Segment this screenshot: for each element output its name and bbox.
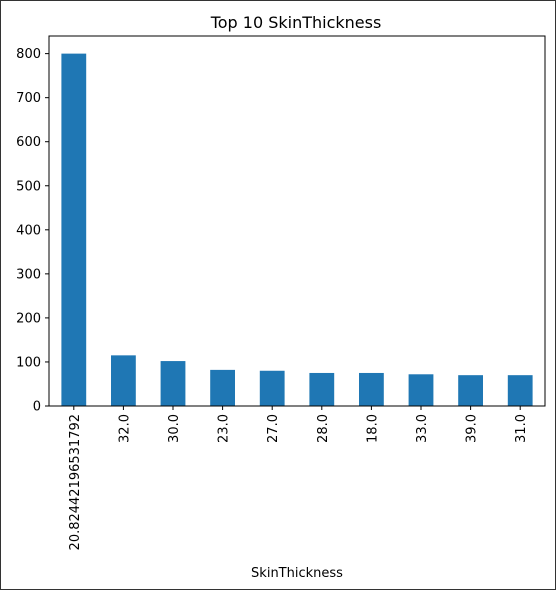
bar-2 [160, 361, 186, 406]
y-tick-label-4: 400 [16, 223, 41, 238]
bar-8 [458, 375, 483, 406]
y-tick-label-7: 700 [16, 91, 41, 106]
bar-3 [210, 369, 235, 406]
x-tick-label-4: 27.0 [266, 414, 281, 443]
x-tick-label-5: 28.0 [316, 414, 331, 443]
y-tick-label-8: 800 [16, 47, 41, 62]
x-tick-label-1: 32.0 [117, 414, 132, 443]
x-tick-label-3: 23.0 [217, 414, 232, 443]
y-tick-label-3: 300 [16, 267, 41, 282]
chart-title: Top 10 SkinThickness [210, 13, 382, 32]
x-axis-label: SkinThickness [251, 566, 343, 581]
bars-group [61, 53, 533, 407]
bar-5 [309, 372, 335, 406]
y-tick-label-2: 200 [16, 311, 41, 326]
bar-1 [111, 355, 136, 406]
x-tick-label-6: 18.0 [365, 414, 380, 443]
x-tick-label-8: 39.0 [465, 414, 480, 443]
x-tick-label-7: 33.0 [415, 414, 430, 443]
y-tick-label-5: 500 [16, 179, 41, 194]
y-axis: 0 100 200 300 400 500 600 700 800 [16, 47, 49, 415]
bar-4 [259, 370, 285, 406]
y-tick-label-0: 0 [33, 400, 41, 415]
x-tick-label-2: 30.0 [167, 414, 182, 443]
plot-frame [48, 35, 546, 407]
bar-6 [359, 372, 384, 406]
x-tick-label-0: 20.82442196531792 [68, 414, 83, 550]
bar-9 [507, 375, 533, 406]
x-axis: 20.82442196531792 32.0 30.0 23.0 27.0 28.0 18.… [68, 406, 529, 550]
y-tick-label-1: 100 [16, 355, 41, 370]
y-tick-label-6: 600 [16, 135, 41, 150]
bar-7 [408, 374, 434, 406]
x-tick-label-9: 31.0 [514, 414, 529, 443]
bar-0 [61, 53, 87, 407]
